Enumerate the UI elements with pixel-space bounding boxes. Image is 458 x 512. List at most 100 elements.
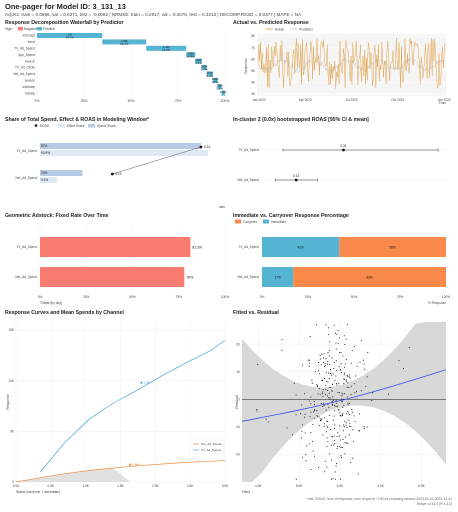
residual-point — [340, 363, 342, 365]
waterfall-x-tick: 25% — [81, 99, 88, 103]
carryover-bar — [339, 237, 446, 257]
fitted-residual-x-tick: 5.0K — [296, 484, 303, 488]
residual-point — [293, 382, 295, 384]
immediate-bar — [262, 267, 294, 287]
residual-point — [328, 386, 330, 388]
residual-point — [327, 352, 329, 354]
footer: * Hist. ROAS': sum of response, sum of s… — [305, 497, 452, 507]
waterfall-bar-label: 34.7% — [66, 35, 75, 39]
waterfall-bar-label: 0.8% — [220, 90, 227, 94]
residual-point — [363, 425, 365, 428]
residual-point — [335, 375, 337, 377]
adstock-category-label: TV_Ad_Spend — [16, 245, 37, 249]
residual-point — [366, 376, 368, 378]
waterfall-category-label: holiday — [25, 91, 36, 95]
waterfall-bar-label: 21.3% — [162, 48, 171, 52]
residual-point — [347, 410, 349, 413]
residual-point — [326, 445, 328, 447]
immediate-carryover-category-label: Net_Ad_Spend — [237, 275, 259, 279]
waterfall-x-tick: 50% — [128, 99, 135, 103]
residual-point — [326, 420, 328, 422]
residual-point — [319, 358, 321, 360]
residual-point — [339, 439, 342, 441]
legend-net-ad-spend-label: Net_Ad_Spend — [201, 442, 222, 446]
residual-point — [347, 412, 349, 414]
residual-point — [346, 386, 348, 388]
residual-point — [345, 424, 347, 426]
effect-share-bar — [40, 143, 201, 149]
residual-point — [321, 353, 323, 355]
residual-point — [317, 370, 320, 372]
residual-point — [333, 427, 335, 429]
waterfall-bar-label: 1.4M — [163, 45, 170, 49]
actual-vs-predicted-y-tick: 3K — [251, 92, 256, 96]
residual-point — [310, 396, 312, 398]
adstock-bar-label: 78% — [186, 275, 193, 279]
response-curves-x-tick: 1.0K — [82, 484, 89, 488]
residual-point — [327, 389, 329, 391]
residual-point — [327, 441, 329, 443]
residual-point — [337, 342, 339, 344]
residual-point — [317, 362, 320, 364]
legend-immediate-label: Immediate — [271, 220, 286, 224]
residual-point — [309, 362, 311, 364]
immediate-carryover-x-tick: 75% — [397, 295, 404, 299]
residual-point — [327, 403, 329, 406]
residual-point — [323, 425, 325, 427]
residual-point — [295, 394, 297, 396]
residual-point — [335, 399, 337, 401]
residual-point — [339, 414, 341, 416]
residual-point — [326, 437, 328, 439]
residual-point — [337, 445, 339, 447]
residual-point — [408, 346, 410, 348]
residual-point — [340, 457, 342, 459]
residual-point — [343, 378, 346, 380]
residual-point — [333, 439, 335, 441]
residual-point — [333, 444, 335, 446]
net-ad-spend-carryover-area — [16, 468, 131, 482]
residual-point — [343, 404, 345, 406]
residual-point — [323, 404, 325, 407]
residual-point — [347, 382, 349, 384]
residual-point — [351, 409, 353, 411]
actual-vs-predicted-x-tick: Jan 2023 — [252, 98, 265, 102]
residual-point — [344, 420, 346, 422]
legend-carryover-swatch — [235, 219, 241, 224]
residual-point — [331, 435, 333, 438]
residual-point — [363, 363, 365, 365]
residual-point — [332, 399, 334, 401]
residual-point — [345, 422, 347, 424]
residual-point — [339, 369, 341, 371]
legend-tv-ad-spend-label: TV_Ad_Spend — [201, 448, 221, 452]
actual-vs-predicted-title: Actual vs. Predicted Response — [233, 20, 309, 26]
waterfall-category-label: TV_Ad_Spend — [14, 47, 35, 51]
response-curve-mean-point — [140, 381, 143, 384]
fitted-residual-x-tick: 4.5K — [255, 484, 262, 488]
carryover-bar — [293, 267, 446, 287]
residual-point — [334, 405, 336, 407]
waterfall-title: Response Decomposition Waterfall by Pred… — [5, 20, 124, 26]
response-curves-x-tick: 2.5K — [187, 484, 194, 488]
residual-point — [312, 450, 314, 452]
actual-vs-predicted-y-tick: 6K — [251, 57, 256, 61]
residual-point — [347, 442, 349, 444]
waterfall-bar-label: 108K — [216, 84, 223, 88]
waterfall-legend-positive-swatch — [37, 27, 42, 31]
fitted-vs-residual-title: Fitted vs. Residual — [233, 310, 279, 316]
residual-point — [343, 374, 345, 376]
residual-point — [322, 395, 324, 397]
residual-point — [330, 372, 332, 375]
residual-point — [309, 336, 311, 338]
carryover-bar-label: 58% — [389, 245, 396, 249]
residual-point — [325, 324, 327, 326]
residual-point — [339, 425, 341, 427]
waterfall-bar-label: 2.3M — [121, 39, 128, 43]
residual-point — [335, 348, 337, 350]
bootstrap-mean-point — [342, 148, 345, 152]
waterfall-bar — [37, 33, 103, 38]
adstock-category-label: Net_Ad_Spend — [15, 275, 37, 279]
residual-point — [329, 428, 331, 431]
immediate-bar-label: 17% — [274, 275, 281, 279]
residual-point — [348, 386, 350, 389]
actual-vs-predicted-x-tick: Jan 2024 — [437, 98, 450, 102]
